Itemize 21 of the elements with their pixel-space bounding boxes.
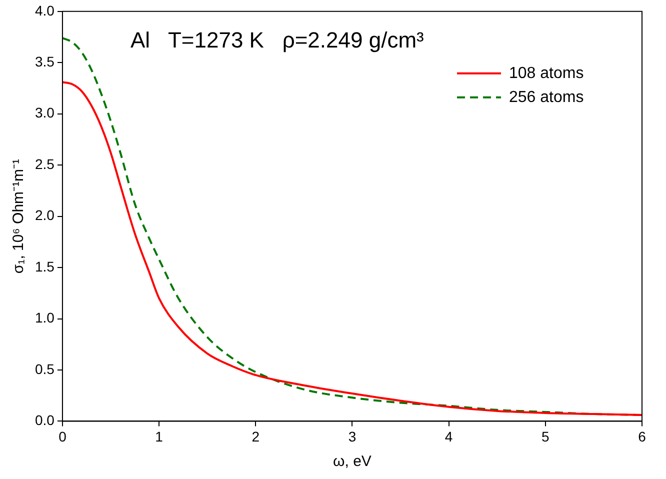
legend-label: 108 atoms [509, 64, 584, 82]
y-tick-label: 0.0 [34, 412, 55, 428]
y-tick-label: 3.5 [34, 53, 55, 70]
annotation: Al T=1273 K ρ=2.249 g/cm³ [130, 27, 424, 52]
x-tick-label: 3 [348, 428, 356, 444]
legend-label: 256 atoms [509, 88, 584, 106]
x-tick-label: 1 [155, 428, 164, 444]
y-tick-label: 0.5 [34, 360, 55, 377]
y-tick-label: 2.5 [34, 156, 55, 172]
y-tick-label: 3.0 [34, 104, 55, 121]
y-tick-label: 2.0 [34, 207, 55, 224]
x-tick-label: 6 [638, 428, 646, 444]
x-axis-title: ω, eV [333, 453, 372, 470]
y-tick-label: 4.0 [34, 2, 55, 18]
y-axis-title: σ₁, 10⁶ Ohm⁻¹m⁻¹ [10, 158, 28, 274]
x-tick-label: 0 [58, 428, 67, 444]
x-tick-label: 5 [542, 428, 550, 444]
y-tick-label: 1.0 [34, 310, 55, 326]
y-tick-label: 1.5 [34, 258, 55, 274]
x-tick-label: 2 [252, 428, 260, 444]
x-tick-label: 4 [444, 428, 453, 444]
